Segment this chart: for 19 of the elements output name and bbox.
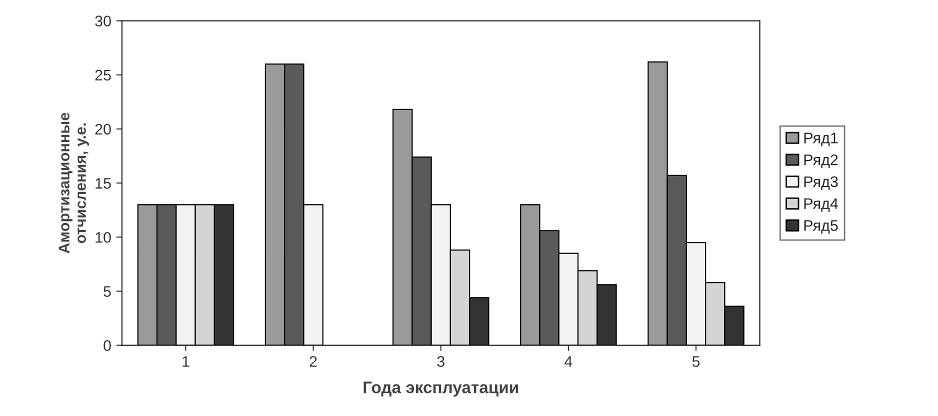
legend-label: Ряд1 bbox=[804, 132, 838, 146]
x-tick-label: 5 bbox=[692, 356, 700, 367]
y-tick-label: 15 bbox=[96, 178, 111, 189]
y-tick-label: 5 bbox=[104, 286, 111, 297]
legend-label: Ряд2 bbox=[804, 154, 838, 168]
x-tick-label: 3 bbox=[437, 356, 444, 367]
legend-label: Ряд3 bbox=[804, 176, 838, 190]
y-tick-label: 10 bbox=[96, 232, 111, 243]
x-axis-title: Года эксплуатации bbox=[364, 382, 518, 397]
legend-label: Ряд5 bbox=[804, 220, 838, 234]
y-axis-title: Амортизационные отчисления, у.е. bbox=[58, 112, 89, 254]
legend-label: Ряд4 bbox=[804, 198, 838, 212]
x-tick-label: 1 bbox=[182, 356, 190, 367]
y-tick-label: 20 bbox=[95, 124, 111, 135]
x-tick-label: 2 bbox=[310, 356, 317, 367]
x-tick-label: 4 bbox=[564, 356, 572, 367]
y-tick-label: 30 bbox=[95, 16, 111, 26]
y-tick-label: 0 bbox=[104, 340, 111, 351]
y-tick-label: 25 bbox=[95, 70, 111, 81]
